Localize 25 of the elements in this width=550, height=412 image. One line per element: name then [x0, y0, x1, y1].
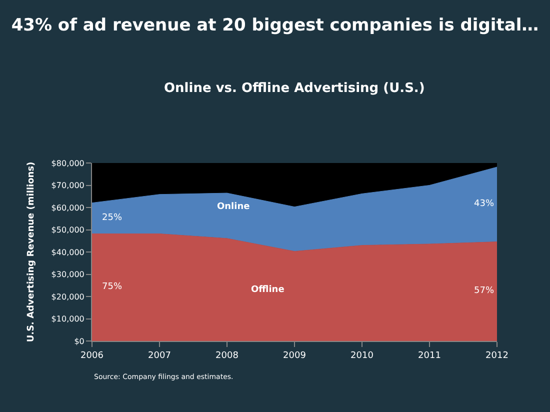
x-tick-label: 2007: [148, 350, 171, 361]
y-tick-label: $60,000: [51, 203, 84, 212]
y-tick-label: $80,000: [51, 158, 84, 168]
y-tick-label: $0: [74, 336, 84, 346]
y-tick-label: $40,000: [51, 248, 84, 257]
chart-subtitle: Online vs. Offline Advertising (U.S.): [164, 81, 425, 96]
x-tick-label: 2006: [80, 350, 104, 361]
x-tick-label: 2010: [350, 350, 374, 361]
x-tick-label: 2009: [283, 350, 306, 361]
x-tick-label: 2008: [216, 350, 239, 361]
annotation: 43%: [474, 199, 494, 209]
y-axis-title: U.S. Advertising Revenue (millions): [26, 162, 37, 342]
y-tick-label: $70,000: [51, 181, 84, 190]
chart-title: 43% of ad revenue at 20 biggest companies is digital…: [11, 15, 539, 36]
annotation: 75%: [102, 282, 122, 292]
y-tick-label: $30,000: [51, 270, 84, 280]
series-label: Offline: [251, 285, 284, 295]
annotation: 57%: [474, 286, 494, 296]
x-tick-label: 2012: [486, 350, 508, 361]
series-label: Online: [217, 202, 250, 212]
y-tick-label: $20,000: [51, 292, 84, 302]
y-tick-label: $50,000: [51, 226, 84, 235]
x-tick-label: 2011: [418, 350, 441, 361]
y-tick-label: $10,000: [51, 314, 84, 324]
annotation: 25%: [102, 213, 122, 223]
